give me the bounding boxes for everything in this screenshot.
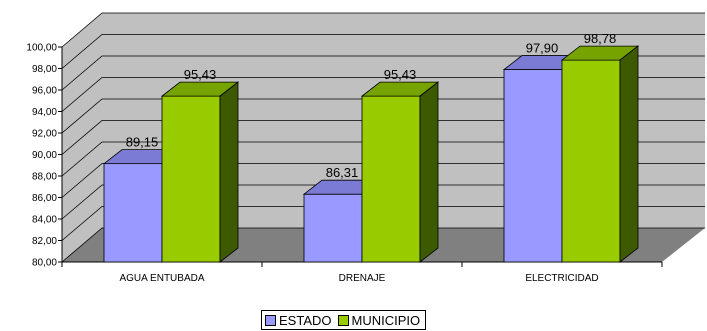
data-label: 95,43 bbox=[384, 67, 417, 82]
x-category-label: AGUA ENTUBADA bbox=[119, 273, 204, 284]
bars bbox=[102, 45, 640, 263]
y-tick-label: 98,00 bbox=[32, 64, 57, 75]
legend-label-estado: ESTADO bbox=[279, 312, 332, 328]
data-label: 98,78 bbox=[584, 31, 617, 46]
legend: ESTADO MUNICIPIO bbox=[261, 310, 427, 330]
data-labels: 89,15 95,43 86,31 95,43 97,90 98,78 bbox=[126, 31, 617, 180]
y-tick-label: 90,00 bbox=[32, 150, 57, 161]
y-tick-label: 100,00 bbox=[26, 43, 57, 54]
y-tick-label: 84,00 bbox=[32, 215, 57, 226]
legend-swatch-estado bbox=[265, 314, 276, 326]
bar-front bbox=[303, 193, 363, 263]
bar-municipio-0 bbox=[160, 81, 240, 263]
x-axis-categories: AGUA ENTUBADA DRENAJE ELECTRICIDAD bbox=[61, 262, 663, 284]
legend-item-estado: ESTADO bbox=[265, 313, 332, 328]
bar-side bbox=[219, 81, 239, 263]
data-label: 95,43 bbox=[184, 67, 217, 82]
bar-side bbox=[419, 81, 439, 263]
bar-front bbox=[103, 163, 163, 263]
bar-side bbox=[619, 45, 639, 263]
bar-front bbox=[161, 95, 221, 263]
bar-front bbox=[561, 59, 621, 263]
y-tick-label: 82,00 bbox=[32, 236, 57, 247]
gridline bbox=[61, 34, 705, 69]
gridline bbox=[61, 12, 705, 48]
bar-municipio-2 bbox=[560, 45, 640, 263]
gridline bbox=[61, 55, 705, 91]
bar-municipio-1 bbox=[360, 81, 440, 263]
data-label: 86,31 bbox=[326, 165, 359, 180]
y-tick-label: 86,00 bbox=[32, 193, 57, 204]
data-label: 97,90 bbox=[526, 41, 559, 56]
bar-front bbox=[503, 69, 563, 263]
data-label: 89,15 bbox=[126, 135, 159, 150]
legend-swatch-municipio bbox=[337, 314, 349, 326]
y-tick-label: 94,00 bbox=[32, 107, 57, 118]
legend-label-municipio: MUNICIPIO bbox=[351, 312, 421, 328]
x-category-label: DRENAJE bbox=[339, 273, 386, 284]
y-tick-label: 88,00 bbox=[32, 172, 57, 183]
x-category-label: ELECTRICIDAD bbox=[525, 273, 598, 284]
legend-item-municipio: MUNICIPIO bbox=[337, 312, 421, 328]
bar-front bbox=[361, 95, 421, 263]
y-tick-label: 92,00 bbox=[32, 129, 57, 140]
y-tick-label: 80,00 bbox=[32, 258, 57, 269]
y-tick-label: 96,00 bbox=[32, 86, 57, 97]
